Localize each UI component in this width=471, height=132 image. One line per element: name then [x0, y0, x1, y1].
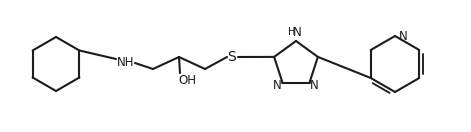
- Text: S: S: [227, 50, 236, 64]
- Text: N: N: [398, 29, 407, 43]
- Text: N: N: [273, 79, 282, 92]
- Text: NH: NH: [117, 55, 135, 69]
- Text: N: N: [292, 25, 301, 39]
- Text: H: H: [288, 27, 296, 37]
- Text: N: N: [310, 79, 319, 92]
- Text: OH: OH: [178, 74, 196, 86]
